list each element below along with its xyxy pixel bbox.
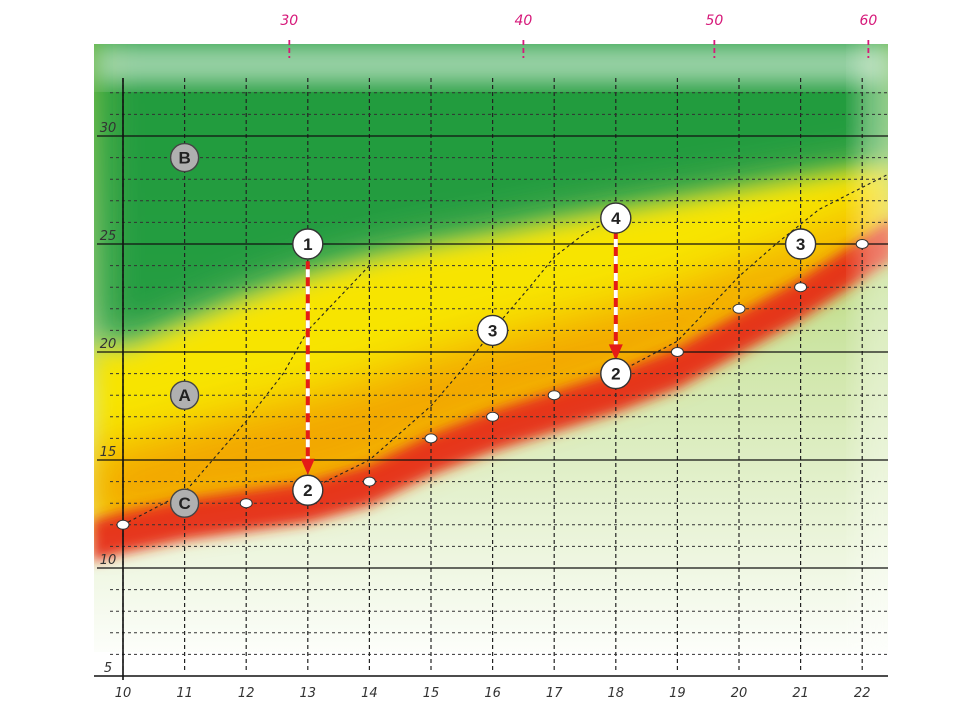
zone-b-green [94,44,888,352]
right-fade [858,44,888,652]
x-tick-label: 20 [731,686,748,701]
step-marker-4: 4 [600,202,632,234]
x-tick-label: 11 [176,686,193,701]
zone-letter: A [178,386,190,405]
step-circle [292,474,324,506]
arrowhead-icon [608,344,623,361]
markers: A B C 1 2 3 4 2 3 [169,142,817,518]
x-tick-label: 14 [361,686,378,701]
data-point [424,433,438,444]
top-tick-label: 40 [514,13,532,29]
step-number: 3 [488,321,497,340]
zone-circle [169,488,200,518]
data-point [794,282,808,293]
x-tick-label: 22 [854,686,871,701]
step-circle [292,228,324,260]
step-marker-3: 3 [784,228,817,260]
x-tick-label: 17 [546,686,563,701]
x-tick-label: 15 [423,686,440,701]
x-tick-label: 19 [669,686,686,701]
axes [94,40,888,680]
top-tick-label: 60 [859,13,877,29]
x-tick-label: 13 [300,686,317,701]
step-number: 1 [303,235,312,254]
step-marker-2: 2 [292,474,324,506]
zone-circle [169,380,200,410]
background-zones [94,44,888,652]
step-circle [784,228,817,260]
data-point [362,476,376,487]
x-tick-label: 18 [608,686,625,701]
data-point [855,239,869,249]
step-number: 2 [303,481,312,500]
data-point [547,390,561,401]
x-tick-label: 21 [792,686,809,701]
x-tick-label: 16 [484,686,501,701]
zone-c-red [94,221,888,561]
step-circle [600,202,632,234]
arrowhead-icon [300,458,315,475]
zone-label-b: B [169,142,200,173]
step-number: 4 [611,209,621,228]
top-tick-label: 50 [705,13,723,29]
arrows [300,231,623,475]
step-circle [600,357,632,390]
data-point [670,347,684,357]
data-points [116,239,869,530]
zone-circle [169,142,200,173]
step-number: 3 [796,235,805,254]
top-fade [94,44,888,84]
x-tick-label: 12 [238,686,255,701]
y-tick-label: 25 [100,229,117,244]
zone-letter: C [178,494,190,513]
data-point [732,303,746,314]
step-marker-2: 2 [600,357,632,390]
step-marker-1: 1 [292,228,324,260]
y-tick-label: 30 [100,121,117,136]
y-tick-label: 15 [100,445,117,460]
zone-a-orange [94,204,888,533]
data-point [239,498,253,509]
zone-letter: B [178,149,190,168]
zone-label-a: A [169,380,200,410]
dashed-curve [122,265,370,526]
data-point [486,411,500,422]
y-tick-label: 10 [100,553,117,568]
top-tick-label: 30 [280,13,298,29]
step-marker-3: 3 [476,314,509,347]
step-circle [476,314,509,347]
y-tick-label: 5 [104,661,112,676]
data-point [116,519,130,530]
zone-label-c: C [169,488,200,518]
step-number: 2 [611,365,620,384]
y-tick-label: 20 [100,337,117,352]
x-tick-label: 10 [115,686,132,701]
